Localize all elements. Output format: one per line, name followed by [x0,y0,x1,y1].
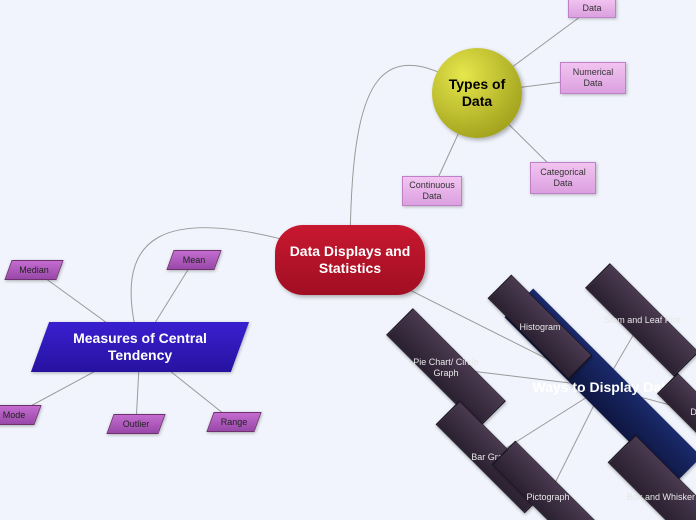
node-pie: Pie Chart/ Circle Graph [400,342,492,394]
node-label: Ways to Display Data [528,377,677,398]
node-label: Categorical Data [531,165,595,191]
node-label: Stem and Leaf Plot [600,313,685,328]
node-median: Median [8,260,60,280]
node-box: Box and Whisker Plot [622,470,696,520]
node-types: Types of Data [432,48,522,138]
node-range: Range [210,412,258,432]
node-label: Measures of Central Tendency [40,328,240,366]
node-label: Types of Data [432,74,522,112]
node-continuous: Continuous Data [402,176,462,206]
node-stem: Stem and Leaf Plot [598,296,686,344]
node-label: Data [578,1,605,16]
node-label: Mean [179,253,210,268]
node-label: Pie Chart/ Circle Graph [400,355,492,381]
node-label: Median [15,263,53,278]
node-label: Outlier [119,417,154,432]
node-categorical: Categorical Data [530,162,596,194]
node-label: Box and Whisker Plot [623,490,696,505]
node-mean: Mean [170,250,218,270]
node-outlier: Outlier [110,414,162,434]
node-label: Data Displays and Statistics [275,241,425,279]
node-histogram: Histogram [500,304,580,350]
node-mode: Mode [0,405,38,425]
node-numerical: Numerical Data [560,62,626,94]
node-label: Mode [0,408,29,423]
node-label: Continuous Data [403,178,461,204]
node-center: Data Displays and Statistics [275,225,425,295]
node-label: Pictograph [522,490,573,505]
node-label: Histogram [515,320,564,335]
node-label: Do [686,405,696,420]
node-do: Do [668,392,696,432]
node-label: Numerical Data [561,65,625,91]
node-picto: Pictograph [504,474,592,520]
node-measures: Measures of Central Tendency [40,322,240,372]
node-data_top: Data [568,0,616,18]
node-label: Range [217,415,252,430]
